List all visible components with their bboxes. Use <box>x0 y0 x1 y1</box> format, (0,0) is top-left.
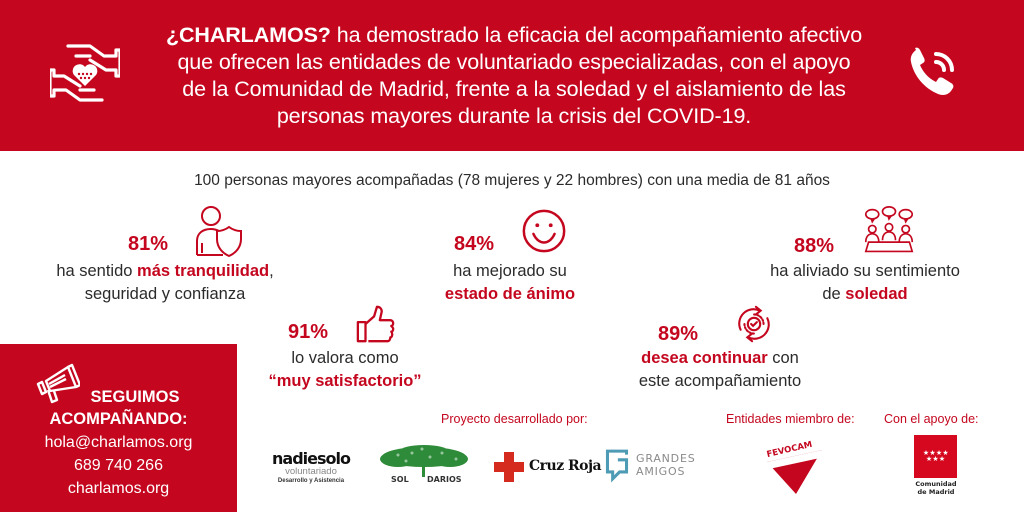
comunidad-madrid-logo: ★ ★ ★ ★ ★ ★ ★ Comunidad de Madrid <box>913 435 959 497</box>
fevocam-logo: FEVOCAM <box>764 440 824 496</box>
highlight-soledad: soledad <box>845 285 908 303</box>
highlight-tranquilidad: más tranquilidad <box>137 262 270 280</box>
stars-icon: ★ ★ ★ ★ ★ ★ ★ <box>923 449 949 463</box>
members-label: Entidades miembro de: <box>726 412 855 426</box>
speech-bubble-g-icon <box>605 449 629 483</box>
contact-website-link[interactable]: charlamos.org <box>67 480 170 497</box>
stat-continuar: 89% desea continuar con este acompañamie… <box>620 303 820 398</box>
group-meeting-icon <box>864 206 914 253</box>
thumbs-up-icon <box>356 305 395 343</box>
red-cross-icon <box>494 452 524 482</box>
svg-text:★: ★ <box>926 455 932 463</box>
header-message: ¿CHARLAMOS? ha demostrado la eficacia de… <box>165 23 863 128</box>
stat-percent: 91% <box>288 321 329 343</box>
fevocam-v-icon <box>767 450 822 494</box>
contact-email-link[interactable]: hola@charlamos.org <box>44 434 193 451</box>
tree-icon <box>380 445 468 477</box>
contact-title-2: ACOMPAÑANDO: <box>49 410 188 428</box>
solidarios-logo: SOL DARIOS <box>378 445 470 487</box>
svg-text:★: ★ <box>932 455 938 463</box>
highlight-estado-animo: estado de ánimo <box>444 285 576 303</box>
hands-heart-icon <box>50 44 120 102</box>
grandes-amigos-logo: GRANDES AMIGOS <box>604 446 704 486</box>
stat-percent: 84% <box>454 233 495 255</box>
cruz-roja-logo: Cruz Roja <box>494 450 602 484</box>
stat-soledad: 88% ha aliviado su sentimiento de soleda… <box>755 205 975 305</box>
highlight-desea-continuar: desea continuar <box>641 349 768 367</box>
svg-text:★: ★ <box>942 449 948 457</box>
stat-estado-animo: 84% ha mejorado su estado de ánimo <box>430 205 590 305</box>
smiley-face-icon <box>522 209 566 253</box>
stat-tranquilidad: 81% ha sentido más tranquilidad, segurid… <box>40 205 290 305</box>
summary-subtitle: 100 personas mayores acompañadas (78 muj… <box>194 172 830 189</box>
brand-name: ¿CHARLAMOS? <box>165 23 331 47</box>
contact-phone[interactable]: 689 740 266 <box>74 457 163 474</box>
phone-ringing-icon <box>910 47 954 95</box>
stat-percent: 81% <box>128 233 169 255</box>
contact-title: SEGUIMOS <box>90 388 180 406</box>
stat-percent: 89% <box>658 323 699 345</box>
svg-text:★: ★ <box>936 449 942 457</box>
cycle-check-icon <box>738 305 770 343</box>
svg-text:★: ★ <box>923 449 929 457</box>
developed-by-label: Proyecto desarrollado por: <box>441 412 588 426</box>
highlight-muy-satisfactorio: “muy satisfactorio” <box>268 372 422 390</box>
support-label: Con el apoyo de: <box>884 412 979 426</box>
megaphone-icon <box>36 363 80 404</box>
contact-panel: SEGUIMOS ACOMPAÑANDO: hola@charlamos.org… <box>0 344 237 512</box>
nadiesolo-logo: nadiesolo voluntariado Desarrollo y Asis… <box>272 449 351 485</box>
person-shield-icon <box>196 206 242 258</box>
stat-satisfaccion: 91% lo valora como “muy satisfactorio” <box>255 303 435 398</box>
stat-percent: 88% <box>794 235 835 257</box>
header-banner: ¿CHARLAMOS? ha demostrado la eficacia de… <box>0 0 1024 151</box>
svg-text:★: ★ <box>939 455 945 463</box>
svg-text:★: ★ <box>929 449 935 457</box>
madrid-flag <box>914 435 957 478</box>
